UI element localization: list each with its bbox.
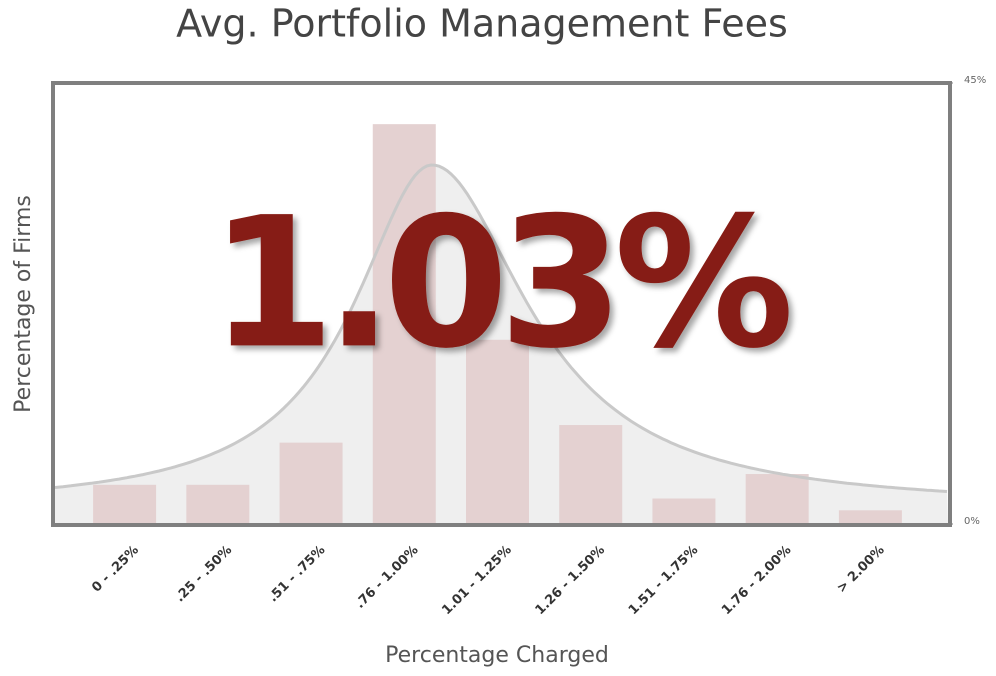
y-tick-label: 45% xyxy=(964,75,986,86)
x-tick-label: 1.51 - 1.75% xyxy=(626,543,701,618)
x-tick-label: .76 - 1.00% xyxy=(353,543,422,612)
x-tick-label: 1.01 - 1.25% xyxy=(439,543,514,618)
bar xyxy=(466,339,529,524)
bar xyxy=(186,484,250,524)
bar xyxy=(745,474,809,524)
x-tick-label: .25 - .50% xyxy=(173,543,236,606)
bar xyxy=(93,484,157,524)
plot-area xyxy=(54,124,948,524)
x-axis-title: Percentage Charged xyxy=(385,643,609,668)
x-tick-label: > 2.00% xyxy=(834,543,887,596)
bar xyxy=(652,498,716,524)
curve-line xyxy=(54,163,948,493)
x-tick-label: 0 - .25% xyxy=(89,543,142,596)
plot-frame xyxy=(51,81,952,527)
y-axis-title: Percentage of Firms xyxy=(11,195,36,413)
bar xyxy=(559,425,623,524)
x-tick-label: 1.76 - 2.00% xyxy=(719,543,794,618)
chart-title: Avg. Portfolio Management Fees xyxy=(176,2,788,46)
bar xyxy=(279,442,343,524)
x-tick-label: 1.26 - 1.50% xyxy=(533,543,608,618)
bar xyxy=(838,510,902,524)
y-tick-label: 0% xyxy=(964,516,980,527)
x-tick-label: .51 - .75% xyxy=(266,543,329,606)
annotation: 1.03% xyxy=(210,179,789,388)
